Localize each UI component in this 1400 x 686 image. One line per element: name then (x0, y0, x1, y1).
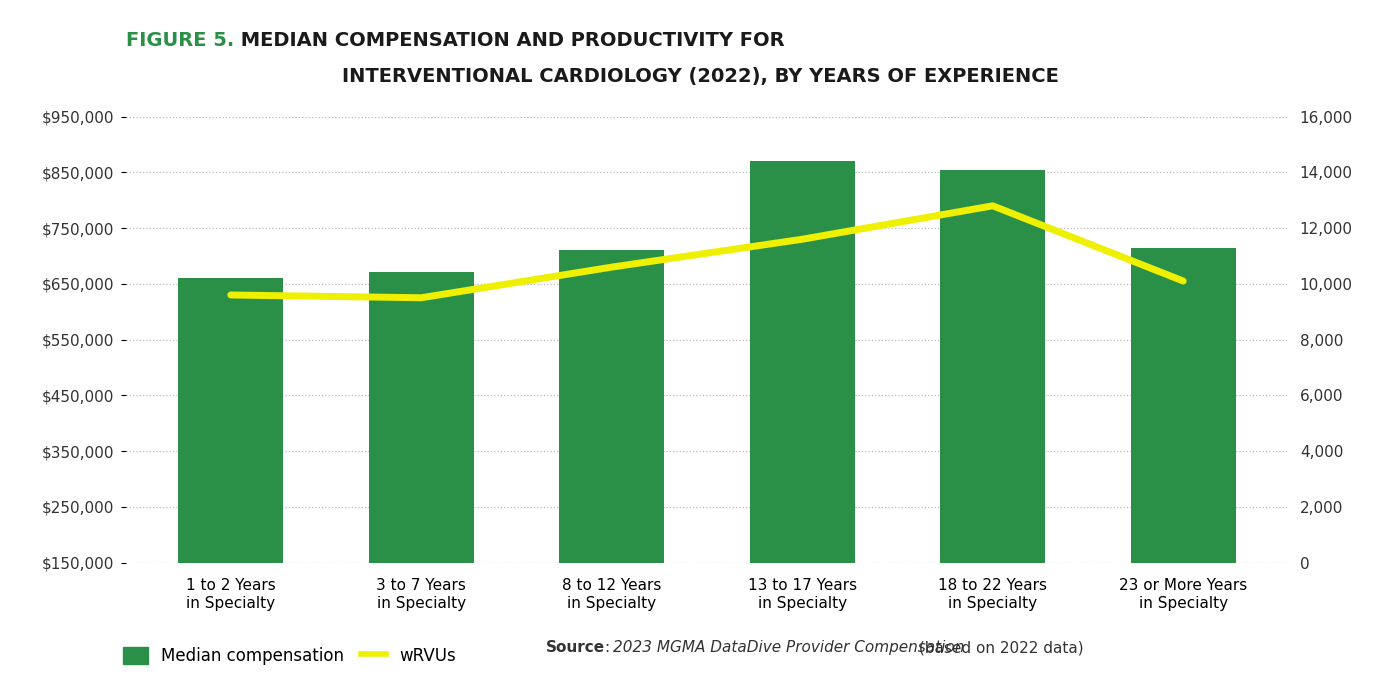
Text: FIGURE 5.: FIGURE 5. (126, 31, 234, 50)
Bar (560, 250, 664, 646)
Legend: Median compensation, wRVUs: Median compensation, wRVUs (123, 647, 456, 665)
Bar (368, 272, 473, 646)
Text: 2023 MGMA DataDive Provider Compensation: 2023 MGMA DataDive Provider Compensation (613, 640, 965, 655)
Bar (941, 169, 1046, 646)
Text: :: : (605, 640, 615, 655)
Bar (178, 279, 283, 646)
Bar (750, 161, 854, 646)
Text: (based on 2022 data): (based on 2022 data) (914, 640, 1084, 655)
Text: Source: Source (546, 640, 605, 655)
Text: INTERVENTIONAL CARDIOLOGY (2022), BY YEARS OF EXPERIENCE: INTERVENTIONAL CARDIOLOGY (2022), BY YEA… (342, 67, 1058, 86)
Text: MEDIAN COMPENSATION AND PRODUCTIVITY FOR: MEDIAN COMPENSATION AND PRODUCTIVITY FOR (234, 31, 785, 50)
Bar (1131, 248, 1236, 646)
